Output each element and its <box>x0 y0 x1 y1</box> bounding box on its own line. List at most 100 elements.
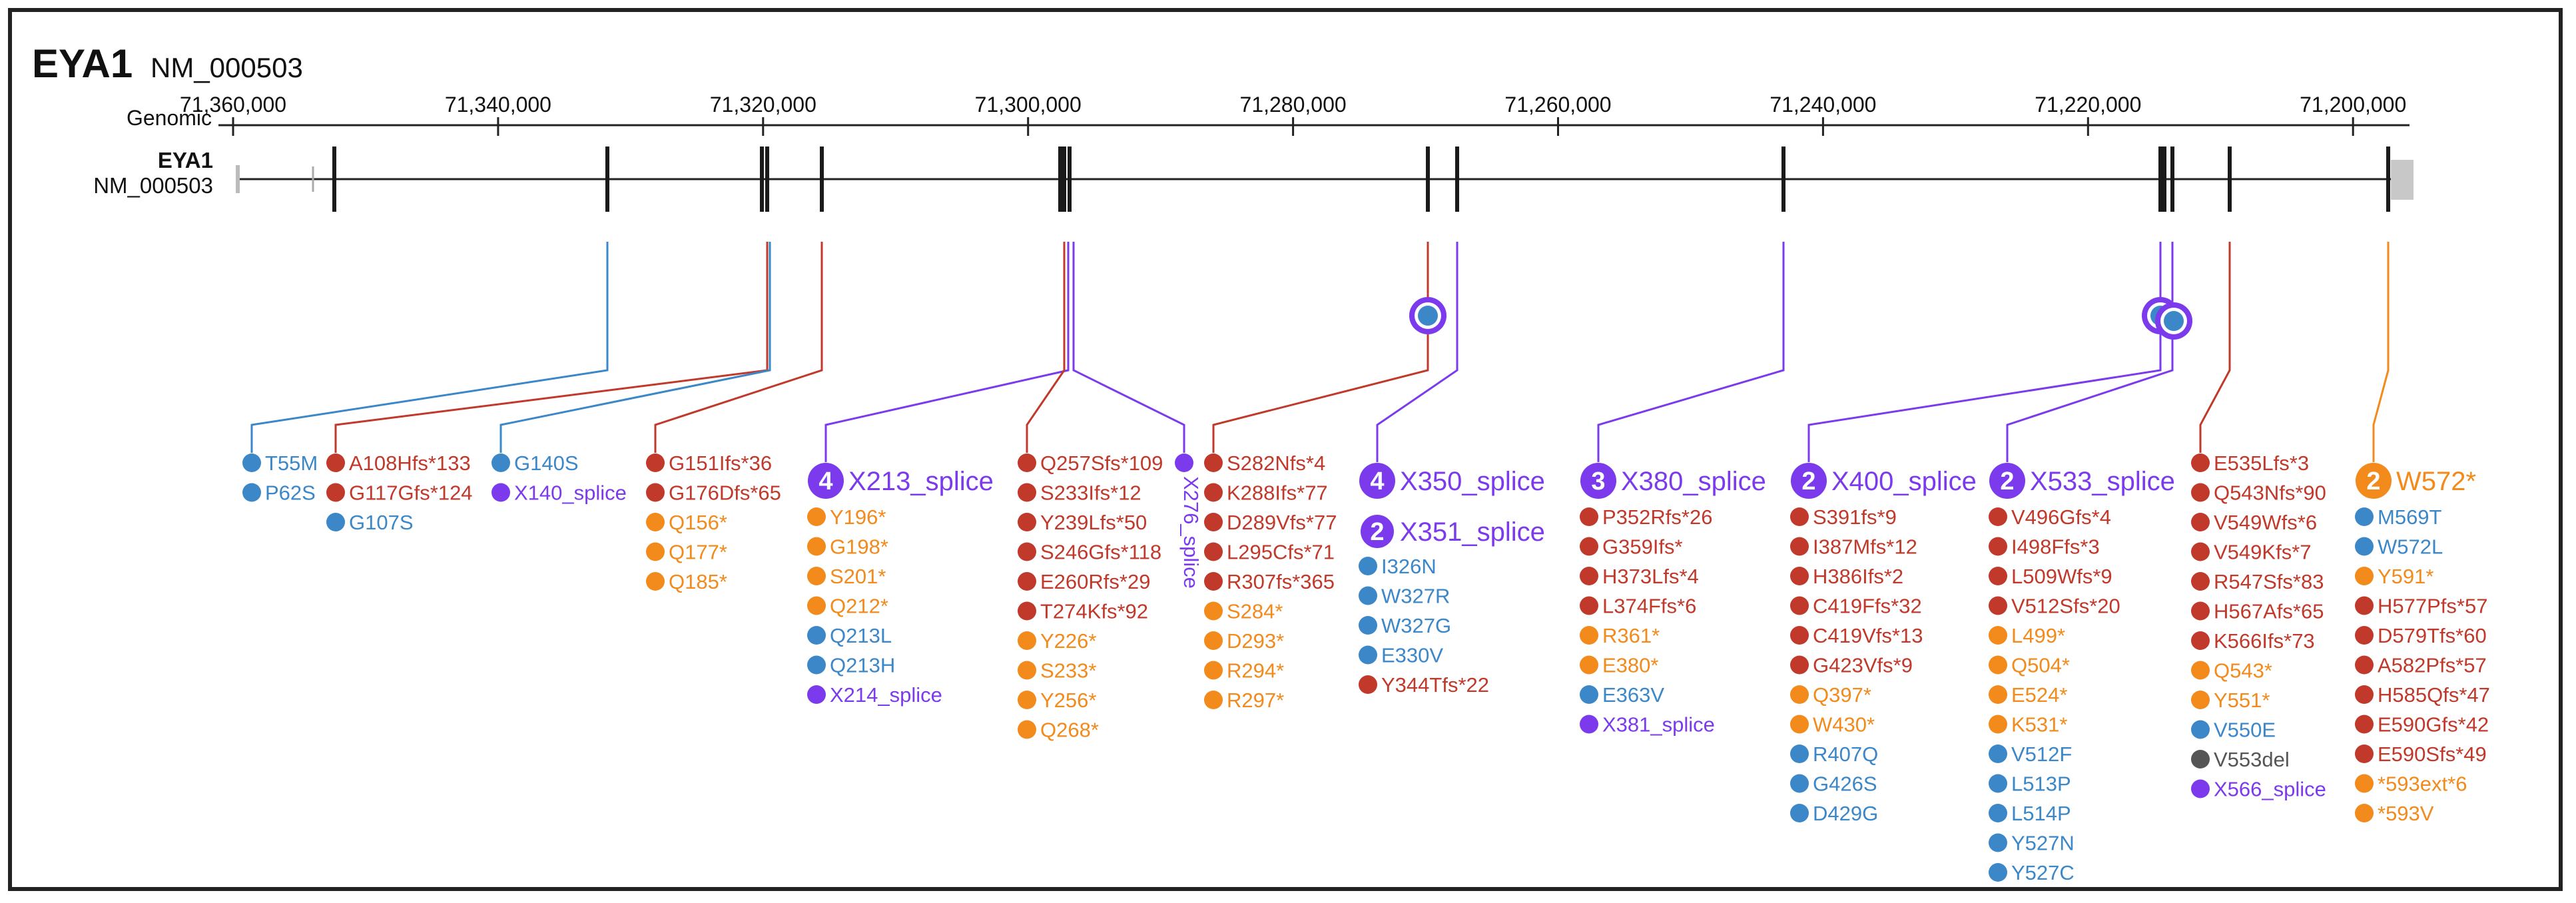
variant-item[interactable]: G359Ifs* <box>1580 535 1683 559</box>
variant-item[interactable]: G426S <box>1790 772 1877 796</box>
variant-item[interactable]: *593ext*6 <box>2355 772 2467 796</box>
variant-group-head[interactable]: 4 X350_splice <box>1359 463 1545 499</box>
variant-item[interactable]: H373Lfs*4 <box>1580 565 1699 588</box>
variant-item[interactable]: Y527N <box>1989 832 2075 855</box>
variant-item[interactable]: G151Ifs*36 <box>646 452 772 475</box>
variant-item[interactable]: K288Ifs*77 <box>1204 481 1328 505</box>
variant-item[interactable]: R407Q <box>1790 743 1878 766</box>
variant-item[interactable]: M569T <box>2355 505 2442 529</box>
variant-item[interactable]: W327R <box>1359 585 1450 608</box>
variant-item[interactable]: C419Vfs*13 <box>1790 624 1923 647</box>
variant-item[interactable]: X381_splice <box>1580 713 1715 737</box>
variant-item[interactable]: Y256* <box>1018 689 1096 712</box>
variant-item[interactable]: V512Sfs*20 <box>1989 595 2120 618</box>
variant-item[interactable]: L514P <box>1989 802 2071 825</box>
variant-item[interactable]: I387Mfs*12 <box>1790 535 1917 559</box>
variant-item[interactable]: P352Rfs*26 <box>1580 505 1712 529</box>
variant-group-head[interactable]: 2 X533_splice <box>1989 463 2175 499</box>
variant-item[interactable]: E260Rfs*29 <box>1018 570 1150 593</box>
variant-item[interactable]: G423Vfs*9 <box>1790 654 1913 677</box>
variant-item[interactable]: K566Ifs*73 <box>2191 629 2315 653</box>
variant-item[interactable]: Q504* <box>1989 654 2070 677</box>
variant-item[interactable]: Q397* <box>1790 683 1871 707</box>
variant-item[interactable]: Q257Sfs*109 <box>1018 452 1163 475</box>
variant-item[interactable]: Y344Tfs*22 <box>1359 673 1489 697</box>
variant-item[interactable]: L499* <box>1989 624 2065 647</box>
variant-item[interactable]: X140_splice <box>491 481 627 505</box>
variant-item[interactable]: E590Sfs*49 <box>2355 743 2487 766</box>
variant-item[interactable]: I498Ffs*3 <box>1989 535 2100 559</box>
variant-item[interactable]: E363V <box>1580 683 1664 707</box>
variant-item[interactable]: R361* <box>1580 624 1660 647</box>
variant-item[interactable]: C419Ffs*32 <box>1790 595 1922 618</box>
variant-item[interactable]: V512F <box>1989 743 2072 766</box>
variant-item[interactable]: S391fs*9 <box>1790 505 1897 529</box>
variant-item[interactable]: E380* <box>1580 654 1658 677</box>
variant-item[interactable]: G117Gfs*124 <box>326 481 473 505</box>
variant-item[interactable]: V496Gfs*4 <box>1989 505 2111 529</box>
variant-item[interactable]: X566_splice <box>2191 778 2326 801</box>
variant-item[interactable]: D289Vfs*77 <box>1204 511 1337 534</box>
variant-item[interactable]: G107S <box>326 511 414 534</box>
variant-item[interactable]: Q543* <box>2191 659 2272 683</box>
variant-item[interactable]: X214_splice <box>807 683 942 707</box>
variant-item[interactable]: A582Pfs*57 <box>2355 654 2487 677</box>
variant-item[interactable]: T274Kfs*92 <box>1018 600 1148 623</box>
variant-item[interactable]: Y551* <box>2191 689 2270 712</box>
variant-item[interactable]: L374Ffs*6 <box>1580 595 1696 618</box>
variant-item[interactable]: V549Wfs*6 <box>2191 511 2317 534</box>
variant-item[interactable]: V550E <box>2191 719 2276 742</box>
variant-item[interactable]: E330V <box>1359 644 1443 667</box>
variant-item[interactable]: Q185* <box>646 570 727 593</box>
variant-item[interactable]: S282Nfs*4 <box>1204 452 1325 475</box>
variant-item[interactable]: R547Sfs*83 <box>2191 570 2324 593</box>
variant-item[interactable]: Q213H <box>807 654 895 677</box>
variant-item[interactable]: W327G <box>1359 614 1451 637</box>
variant-group-head[interactable]: 3 X380_splice <box>1580 463 1766 499</box>
variant-item[interactable]: D429G <box>1790 802 1878 825</box>
variant-group-head[interactable]: 2 W572* <box>2356 463 2476 499</box>
variant-item[interactable]: Q213L <box>807 624 892 647</box>
variant-item[interactable]: W572L <box>2355 535 2443 559</box>
variant-item[interactable]: K531* <box>1989 713 2067 737</box>
variant-item[interactable]: H567Afs*65 <box>2191 600 2324 623</box>
variant-item[interactable]: V549Kfs*7 <box>2191 541 2312 564</box>
variant-item[interactable]: P62S <box>242 481 316 505</box>
variant-item[interactable]: W430* <box>1790 713 1875 737</box>
variant-item[interactable]: I326N <box>1359 555 1437 578</box>
variant-item[interactable]: S246Gfs*118 <box>1018 541 1161 564</box>
variant-item[interactable]: R297* <box>1204 689 1284 712</box>
variant-item[interactable]: D293* <box>1204 629 1284 653</box>
variant-item[interactable]: Q177* <box>646 541 727 564</box>
variant-item[interactable]: E524* <box>1989 683 2067 707</box>
variant-label-vertical[interactable]: X276_splice <box>1179 476 1203 589</box>
variant-item[interactable]: S233* <box>1018 659 1096 683</box>
variant-group-head[interactable]: 2 X400_splice <box>1791 463 1977 499</box>
variant-item[interactable]: T55M <box>242 452 318 475</box>
variant-item[interactable]: Q543Nfs*90 <box>2191 481 2326 505</box>
variant-item[interactable]: H577Pfs*57 <box>2355 595 2487 618</box>
variant-item[interactable]: L295Cfs*71 <box>1204 541 1335 564</box>
variant-item[interactable]: L509Wfs*9 <box>1989 565 2112 588</box>
variant-group-head[interactable]: 2 X351_splice <box>1361 515 1545 548</box>
variant-item[interactable]: S201* <box>807 565 886 588</box>
variant-item[interactable]: Y196* <box>807 505 886 529</box>
variant-item[interactable]: H585Qfs*47 <box>2355 683 2490 707</box>
variant-item[interactable]: R294* <box>1204 659 1284 683</box>
variant-item[interactable]: S233Ifs*12 <box>1018 481 1141 505</box>
variant-item[interactable]: Q156* <box>646 511 727 534</box>
variant-item[interactable]: *593V <box>2355 802 2434 825</box>
variant-group-head[interactable]: 4 X213_splice <box>808 463 994 499</box>
variant-item[interactable]: S284* <box>1204 600 1283 623</box>
variant-item[interactable]: L513P <box>1989 772 2071 796</box>
variant-item[interactable]: E590Gfs*42 <box>2355 713 2489 737</box>
variant-item[interactable]: Q268* <box>1018 719 1099 742</box>
variant-item[interactable]: Y527C <box>1989 861 2075 884</box>
variant-item[interactable]: G140S <box>491 452 579 475</box>
variant-item[interactable]: H386Ifs*2 <box>1790 565 1903 588</box>
variant-item[interactable]: R307fs*365 <box>1204 570 1335 593</box>
variant-item[interactable]: A108Hfs*133 <box>326 452 471 475</box>
variant-item[interactable]: V553del <box>2191 748 2290 771</box>
variant-item[interactable]: E535Lfs*3 <box>2191 452 2309 475</box>
variant-item[interactable]: Y226* <box>1018 629 1096 653</box>
